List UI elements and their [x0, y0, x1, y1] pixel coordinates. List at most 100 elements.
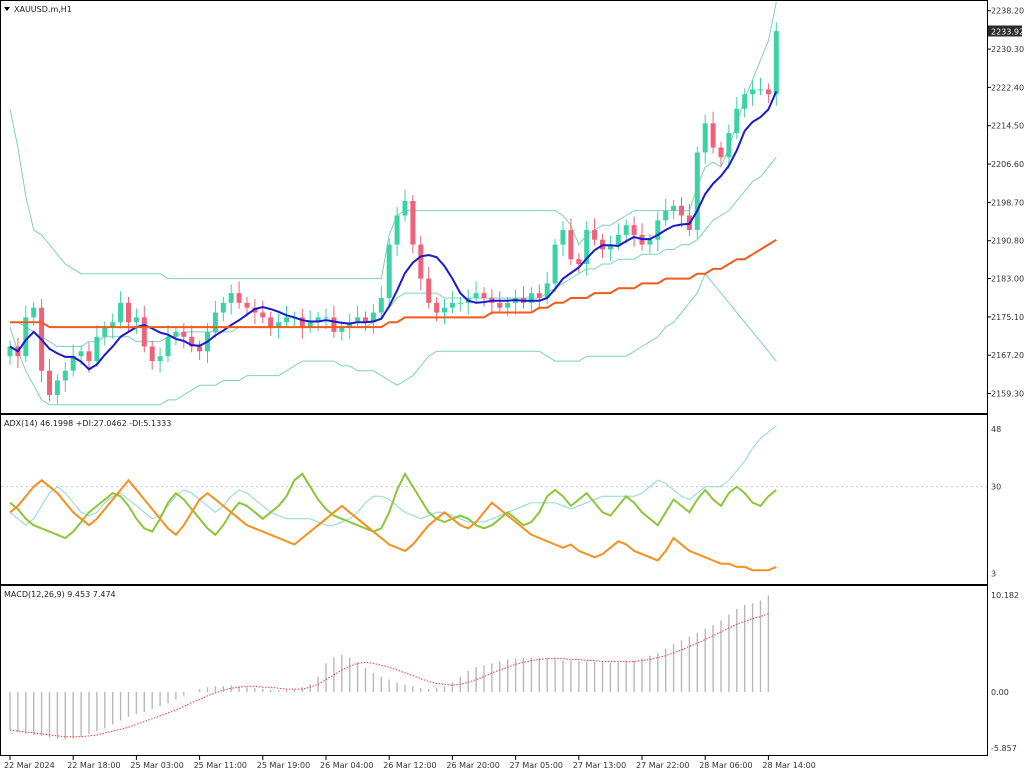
candle-body [157, 356, 163, 362]
price-tick-label: 2175.10 [991, 313, 1024, 322]
adx-layer [1, 425, 987, 572]
adx-title: ADX(14) 46.1998 +DI:27.0462 -DI:5.1333 [4, 419, 171, 428]
price-tick-label: 2167.20 [991, 351, 1024, 360]
candle-body [347, 322, 353, 328]
slow-ma-line [10, 238, 777, 329]
candle-body [47, 370, 52, 396]
candle-body [23, 317, 29, 357]
time-tick-label: 28 Mar 14:00 [762, 761, 815, 770]
candle-body [86, 351, 92, 362]
candle-body [133, 317, 139, 323]
last-price-label: 2233.92 [991, 28, 1024, 37]
candle-body [679, 205, 684, 216]
candle-body [260, 312, 266, 318]
price-tick-label: 2190.80 [991, 237, 1024, 246]
macd-tick-label: -5.857 [991, 744, 1017, 753]
candle-body [742, 94, 748, 109]
candle-body [173, 331, 179, 337]
candle-body [402, 200, 408, 216]
plus-di-line [9, 471, 777, 540]
candle-body [568, 230, 574, 260]
candle-body [386, 244, 392, 298]
price-tick-label: 2159.30 [991, 390, 1024, 399]
main-chart-title: XAUUSD.m,H1 [14, 5, 72, 14]
candle-body [671, 205, 677, 211]
candle-body [410, 200, 416, 245]
candle-body [694, 152, 700, 231]
candle-body [758, 89, 763, 91]
time-tick-label: 22 Mar 18:00 [67, 761, 120, 770]
candle-body [165, 336, 171, 357]
time-tick-label: 27 Mar 13:00 [573, 761, 626, 770]
candle-body [102, 327, 108, 337]
adx-tick-label: 30 [991, 483, 1001, 492]
lower-band-line [9, 272, 777, 406]
candle-body [663, 210, 669, 221]
candle-body [505, 302, 511, 308]
symbol-menu-icon[interactable] [4, 7, 10, 11]
candle-body [307, 322, 313, 328]
candle-body [631, 225, 637, 235]
candle-body [363, 317, 368, 323]
candle-body [418, 244, 424, 279]
axis-layer: 2238.20 2230.30 2222.40 2214.50 2206.60 2198.… [4, 7, 1024, 770]
candle-body [31, 307, 37, 318]
candle-body [702, 123, 708, 153]
candle-body [339, 327, 345, 332]
macd-signal-line [9, 613, 769, 738]
time-tick-label: 25 Mar 19:00 [257, 761, 310, 770]
time-tick-label: 22 Mar 2024 [4, 761, 55, 770]
candle-body [268, 317, 274, 328]
candle-body [497, 302, 503, 308]
candle-body [615, 234, 621, 245]
candle-body [442, 307, 447, 313]
candle-body [244, 302, 250, 308]
candle-body [54, 380, 60, 396]
candle-body [149, 346, 155, 362]
candle-body [394, 215, 400, 245]
candle-body [126, 302, 131, 323]
price-tick-label: 2230.30 [991, 45, 1024, 54]
candle-body [276, 322, 282, 328]
candle-body [434, 302, 440, 313]
candle-body [118, 302, 124, 323]
candle-body [94, 336, 100, 362]
candle-body [528, 293, 534, 303]
candle-body [426, 278, 432, 303]
price-tick-label: 2198.70 [991, 198, 1024, 207]
minus-di-line [9, 478, 777, 572]
upper-band-line [9, 1, 777, 280]
candle-body [726, 133, 732, 158]
macd-panel-frame [0, 585, 988, 756]
candle-body [370, 312, 376, 323]
time-tick-label: 27 Mar 22:00 [636, 761, 689, 770]
candle-body [7, 346, 13, 357]
time-tick-label: 25 Mar 11:00 [194, 761, 247, 770]
candle-body [181, 331, 187, 337]
candle-body [331, 317, 337, 332]
candle-body [655, 220, 661, 240]
macd-tick-label: 0.00 [991, 688, 1009, 697]
candle-body [544, 283, 550, 298]
adx-tick-label: 48 [991, 425, 1001, 434]
candle-body [607, 244, 613, 250]
main-layer [7, 1, 779, 406]
candle-body [592, 230, 598, 240]
candle-body [750, 89, 756, 95]
candle-body [110, 322, 116, 328]
candle-body [560, 230, 566, 245]
candle-body [228, 293, 234, 303]
candle-body [212, 312, 218, 332]
candle-body [773, 31, 779, 95]
adx-panel-frame [0, 414, 988, 585]
candle-body [576, 259, 582, 265]
adx-line [9, 425, 777, 526]
macd-layer [9, 595, 770, 740]
price-tick-label: 2206.60 [991, 160, 1024, 169]
main-panel-frame [0, 0, 988, 414]
candle-body [536, 293, 542, 298]
candle-body [315, 317, 321, 323]
candle-body [718, 147, 724, 158]
macd-tick-label: 10.182 [991, 591, 1019, 600]
